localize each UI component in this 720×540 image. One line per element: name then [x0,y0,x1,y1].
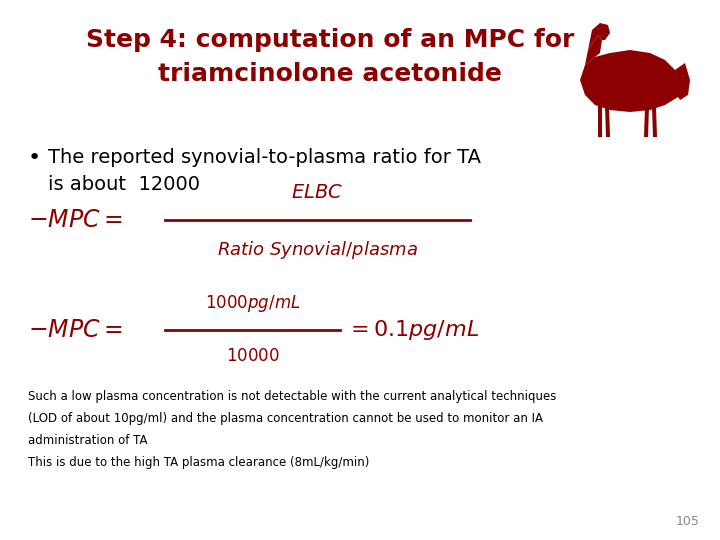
Polygon shape [605,105,610,137]
Text: $-MPC =$: $-MPC =$ [28,318,123,342]
Text: Such a low plasma concentration is not detectable with the current analytical te: Such a low plasma concentration is not d… [28,390,557,403]
Text: $1000pg/mL$: $1000pg/mL$ [204,294,300,314]
Polygon shape [644,107,649,137]
Text: $-MPC =$: $-MPC =$ [28,208,123,232]
Polygon shape [588,23,610,50]
Text: •: • [28,148,41,168]
Polygon shape [598,105,602,137]
Text: $=0.1pg/mL$: $=0.1pg/mL$ [346,318,480,342]
Polygon shape [675,63,690,100]
Text: (LOD of about 10pg/ml) and the plasma concentration cannot be used to monitor an: (LOD of about 10pg/ml) and the plasma co… [28,412,543,425]
Text: $Ratio\ Synovial/plasma$: $Ratio\ Synovial/plasma$ [217,239,418,261]
Polygon shape [652,107,657,137]
Text: is about  12000: is about 12000 [48,175,200,194]
Polygon shape [585,35,602,65]
Text: The reported synovial-to-plasma ratio for TA: The reported synovial-to-plasma ratio fo… [48,148,481,167]
Polygon shape [580,50,680,112]
Text: $10000$: $10000$ [225,347,279,365]
Text: triamcinolone acetonide: triamcinolone acetonide [158,62,502,86]
Text: administration of TA: administration of TA [28,434,148,447]
Text: This is due to the high TA plasma clearance (8mL/kg/min): This is due to the high TA plasma cleara… [28,456,369,469]
Text: Step 4: computation of an MPC for: Step 4: computation of an MPC for [86,28,574,52]
Text: $ELBC$: $ELBC$ [292,183,343,201]
Text: 105: 105 [676,515,700,528]
